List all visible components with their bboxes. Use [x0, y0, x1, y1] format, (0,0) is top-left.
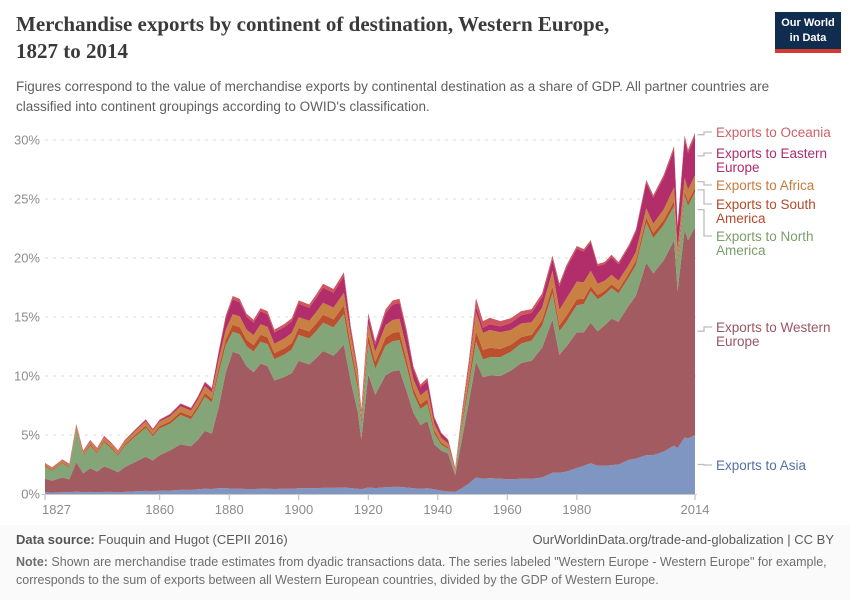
area-western_europe[interactable]	[45, 227, 695, 493]
y-axis-label-0: 0%	[21, 487, 40, 502]
data-source-label: Data source:	[16, 532, 95, 547]
legend-connector-south_america	[697, 189, 712, 205]
legend-label-south_america[interactable]: Exports to South	[716, 197, 816, 212]
y-axis-label-20: 20%	[14, 251, 40, 266]
page-title-line1: Merchandise exports by continent of dest…	[16, 12, 610, 36]
y-axis-label-25: 25%	[14, 192, 40, 207]
legend-connector-eastern_europe	[697, 152, 712, 157]
data-source: Data source: Fouquin and Hugot (CEPII 20…	[16, 532, 288, 547]
chart-footer: Data source: Fouquin and Hugot (CEPII 20…	[0, 525, 850, 600]
x-axis-label-1980: 1980	[562, 502, 591, 517]
legend-label-north_america[interactable]: Exports to North	[716, 229, 814, 244]
y-axis-label-15: 15%	[14, 310, 40, 325]
page-title-line2: 1827 to 2014	[16, 38, 128, 63]
y-axis-label-30: 30%	[14, 133, 40, 148]
x-axis-label-1860: 1860	[145, 502, 174, 517]
legend-label-western_europe[interactable]: Exports to Western	[716, 320, 831, 335]
legend-label-eastern_europe-line2[interactable]: Europe	[716, 160, 760, 175]
area-eastern_europe[interactable]	[45, 136, 695, 470]
x-axis-label-1960: 1960	[493, 502, 522, 517]
legend-connector-asia	[697, 463, 712, 466]
y-axis-label-10: 10%	[14, 369, 40, 384]
x-axis-label-1900: 1900	[284, 502, 313, 517]
x-axis-label-1827: 1827	[42, 502, 71, 517]
chart-note-label: Note:	[16, 555, 48, 569]
stacked-area-chart[interactable]: 0% 5% 10% 15% 20% 25% 30% 1827 1860 1880 1900 1920 1…	[0, 115, 850, 525]
area-asia[interactable]	[45, 435, 695, 494]
owid-logo-accent-strip	[775, 49, 841, 53]
x-axis-label-1940: 1940	[423, 502, 452, 517]
area-north_america[interactable]	[45, 191, 695, 481]
legend-connector-western_europe	[697, 326, 712, 332]
legend-connector-africa	[697, 180, 712, 186]
owid-logo-line2: in Data	[789, 31, 827, 44]
page-title: Merchandise exports by continent of dest…	[16, 11, 756, 65]
legend-label-north_america-line2[interactable]: America	[716, 243, 766, 258]
owid-logo[interactable]: Our World in Data	[775, 12, 841, 53]
chart-note: Note: Shown are merchandise trade estima…	[16, 553, 834, 589]
x-axis-label-1920: 1920	[354, 502, 383, 517]
legend-label-asia[interactable]: Exports to Asia	[716, 458, 807, 473]
legend-label-oceania[interactable]: Exports to Oceania	[716, 125, 831, 140]
owid-logo-box: Our World in Data	[775, 12, 841, 49]
x-axis-label-1880: 1880	[215, 502, 244, 517]
x-axis-label-2014: 2014	[681, 502, 710, 517]
legend-label-africa[interactable]: Exports to Africa	[716, 178, 815, 193]
owid-link[interactable]: OurWorldinData.org/trade-and-globalizati…	[532, 532, 834, 547]
chart-subtitle: Figures correspond to the value of merch…	[16, 79, 770, 114]
chart-note-text: Shown are merchandise trade estimates fr…	[16, 555, 827, 588]
legend-connector-north_america	[697, 208, 712, 237]
data-source-text: Fouquin and Hugot (CEPII 2016)	[94, 532, 288, 547]
area-oceania[interactable]	[45, 132, 695, 469]
legend-label-eastern_europe[interactable]: Exports to Eastern	[716, 146, 827, 161]
y-axis-label-5: 5%	[21, 428, 40, 443]
legend-label-western_europe-line2[interactable]: Europe	[716, 334, 760, 349]
legend-label-south_america-line2[interactable]: America	[716, 211, 766, 226]
legend-connector-oceania	[697, 131, 712, 136]
owid-logo-line1: Our World	[781, 17, 835, 30]
